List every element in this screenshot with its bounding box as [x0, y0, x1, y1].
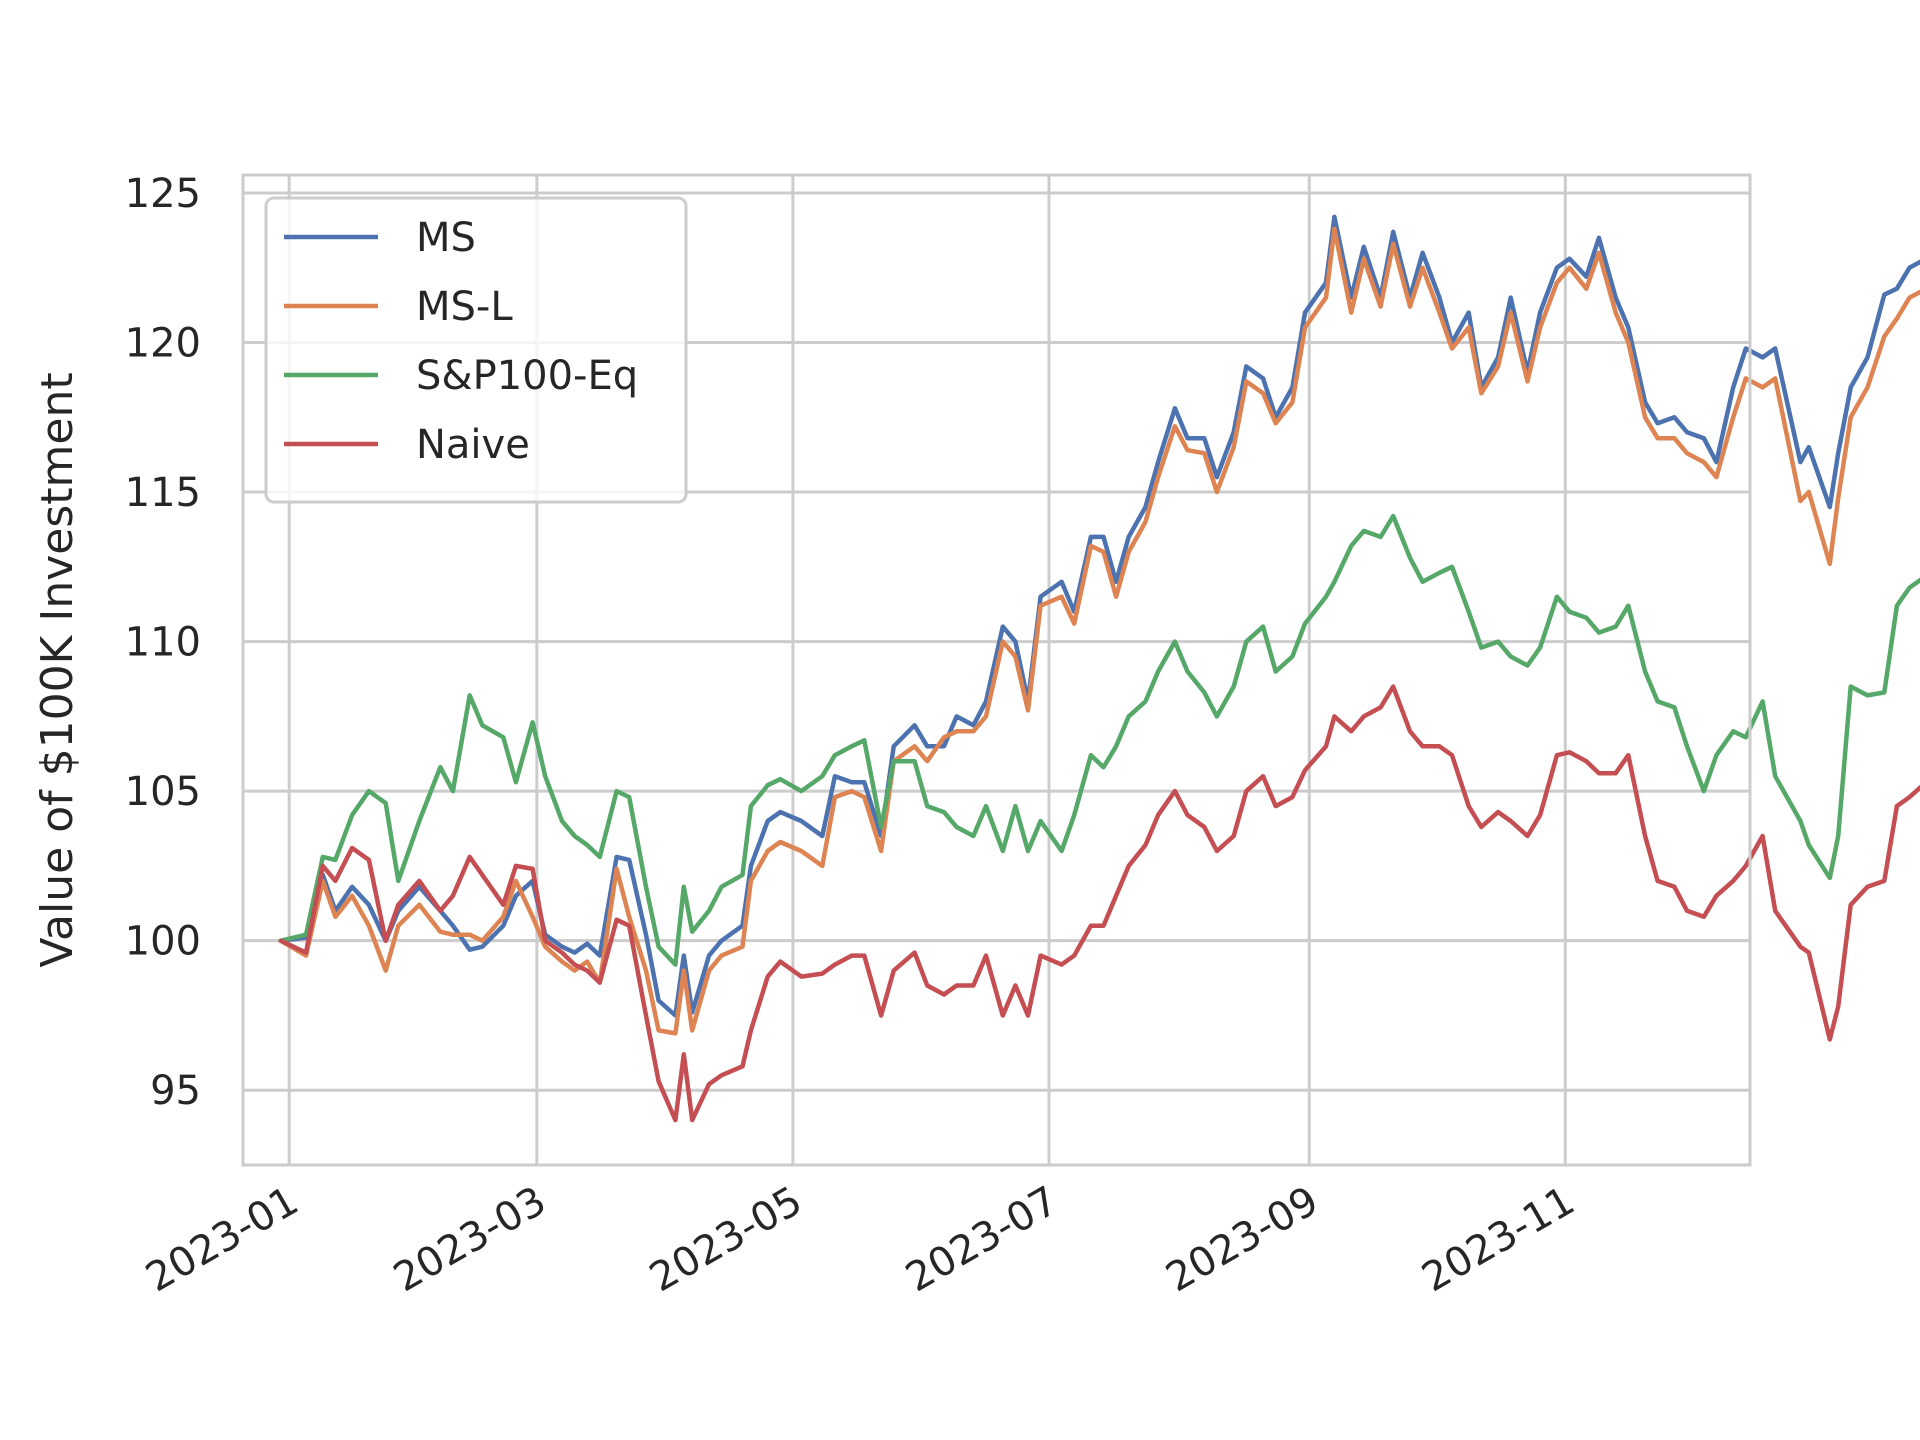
x-tick-label: 2023-03: [386, 1178, 554, 1301]
x-tick-label: 2023-11: [1415, 1178, 1583, 1301]
x-tick-label: 2023-01: [138, 1178, 306, 1301]
y-tick-label: 115: [125, 470, 201, 516]
series-line-3: [278, 684, 1920, 1123]
x-tick-label: 2023-05: [642, 1178, 810, 1301]
legend-label: MS-L: [416, 284, 513, 330]
y-axis-label: Value of $100K Investment: [32, 372, 83, 967]
legend-label: MS: [416, 215, 476, 261]
y-tick-label: 100: [125, 919, 201, 965]
x-tick-label: 2023-09: [1158, 1178, 1326, 1301]
legend: MS MS-L S&P100-Eq Naive: [264, 196, 688, 504]
series-line-1: [278, 226, 1920, 1036]
x-axis-ticks: 2023-01 2023-03 2023-05 2023-07 2023-09 2023-…: [138, 1178, 1582, 1301]
y-tick-label: 105: [125, 769, 201, 815]
y-tick-label: 110: [125, 620, 201, 666]
y-axis-ticks: 95 100 105 110 115 120 125: [125, 171, 201, 1114]
series-lines: [278, 214, 1920, 1123]
series-line-0: [278, 214, 1920, 1018]
legend-label: Naive: [416, 422, 530, 468]
y-tick-label: 95: [150, 1068, 201, 1114]
plot-frame: [241, 173, 1752, 1167]
legend-box: [264, 196, 688, 504]
x-tick-label: 2023-07: [898, 1178, 1066, 1301]
y-tick-label: 125: [125, 171, 201, 217]
series-line-2: [278, 513, 1920, 967]
legend-label: S&P100-Eq: [416, 353, 638, 399]
y-tick-label: 120: [125, 320, 201, 366]
